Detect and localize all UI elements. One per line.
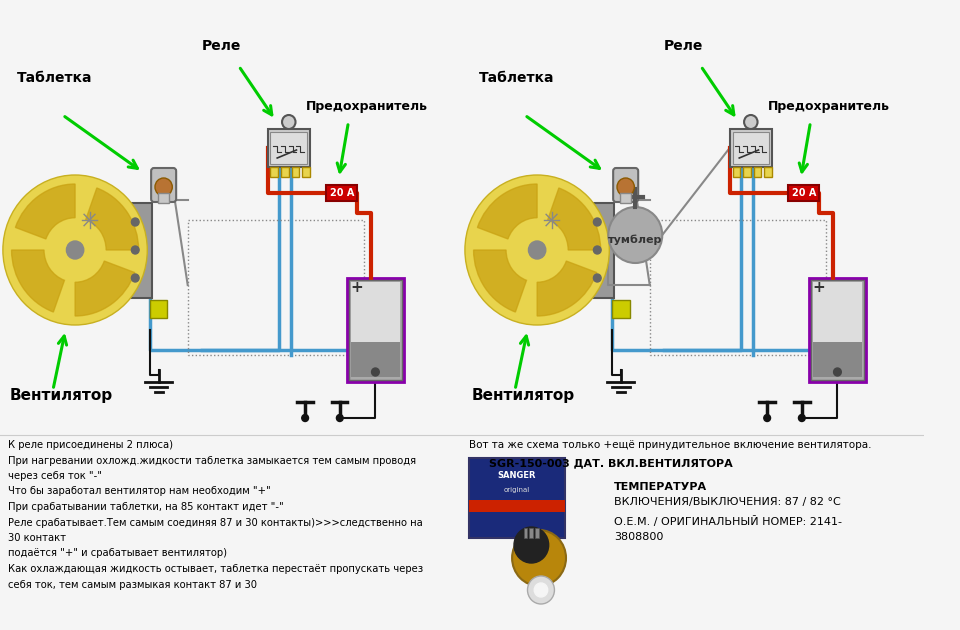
FancyBboxPatch shape	[281, 167, 289, 177]
Circle shape	[593, 218, 601, 226]
FancyBboxPatch shape	[613, 168, 638, 202]
Text: себя ток, тем самым размыкая контакт 87 и 30: себя ток, тем самым размыкая контакт 87 …	[8, 580, 256, 590]
Wedge shape	[477, 184, 537, 239]
Circle shape	[514, 527, 549, 563]
Text: Что бы заработал вентилятор нам необходим "+": Что бы заработал вентилятор нам необходи…	[8, 486, 271, 496]
FancyBboxPatch shape	[809, 278, 866, 382]
FancyBboxPatch shape	[150, 300, 167, 318]
Circle shape	[534, 583, 548, 597]
FancyBboxPatch shape	[151, 168, 176, 202]
Circle shape	[132, 274, 139, 282]
Circle shape	[527, 576, 555, 604]
FancyBboxPatch shape	[612, 300, 630, 318]
Text: К реле присоединены 2 плюса): К реле присоединены 2 плюса)	[8, 440, 173, 450]
FancyBboxPatch shape	[811, 280, 864, 380]
Text: 30 контакт: 30 контакт	[8, 533, 65, 543]
Text: Реле срабатывает.Тем самым соединяя 87 и 30 контакты)>>>следственно на: Реле срабатывает.Тем самым соединяя 87 и…	[8, 517, 422, 527]
FancyBboxPatch shape	[743, 167, 751, 177]
FancyBboxPatch shape	[535, 528, 540, 538]
Text: Таблетка: Таблетка	[17, 71, 93, 85]
FancyBboxPatch shape	[523, 528, 527, 538]
Text: Реле: Реле	[203, 39, 242, 53]
Text: тумблер: тумблер	[608, 235, 662, 245]
Text: 3808800: 3808800	[614, 532, 663, 542]
Text: При срабатывании таблетки, на 85 контакт идет "-": При срабатывании таблетки, на 85 контакт…	[8, 502, 283, 512]
Circle shape	[528, 241, 546, 259]
Circle shape	[744, 115, 757, 129]
FancyBboxPatch shape	[326, 185, 357, 201]
Circle shape	[155, 178, 172, 196]
Text: +: +	[350, 280, 363, 295]
Wedge shape	[85, 188, 138, 250]
Text: Вентилятор: Вентилятор	[10, 388, 112, 403]
Text: О.Е.М. / ОРИГИНАЛЬНЫЙ НОМЕР: 2141-: О.Е.М. / ОРИГИНАЛЬНЫЙ НОМЕР: 2141-	[614, 516, 842, 527]
Circle shape	[465, 175, 610, 325]
FancyBboxPatch shape	[813, 342, 862, 377]
FancyBboxPatch shape	[292, 167, 300, 177]
FancyBboxPatch shape	[813, 282, 862, 342]
Text: подаётся "+" и срабатывает вентилятор): подаётся "+" и срабатывает вентилятор)	[8, 549, 227, 559]
Text: 20 А: 20 А	[792, 188, 816, 198]
FancyBboxPatch shape	[271, 132, 307, 164]
FancyBboxPatch shape	[732, 167, 740, 177]
Circle shape	[66, 241, 84, 259]
Wedge shape	[473, 250, 526, 312]
FancyBboxPatch shape	[157, 193, 169, 203]
Circle shape	[132, 246, 139, 254]
FancyBboxPatch shape	[348, 280, 402, 380]
Text: +: +	[812, 280, 825, 295]
FancyBboxPatch shape	[118, 202, 152, 297]
FancyBboxPatch shape	[302, 167, 310, 177]
FancyBboxPatch shape	[350, 342, 400, 377]
FancyBboxPatch shape	[350, 282, 400, 342]
FancyBboxPatch shape	[468, 458, 565, 538]
Circle shape	[799, 415, 805, 421]
Circle shape	[132, 218, 139, 226]
Circle shape	[593, 246, 601, 254]
Text: original: original	[504, 487, 530, 493]
Circle shape	[282, 115, 296, 129]
FancyBboxPatch shape	[754, 167, 761, 177]
Text: Реле: Реле	[664, 39, 704, 53]
Text: Вентилятор: Вентилятор	[471, 388, 575, 403]
FancyBboxPatch shape	[529, 528, 533, 538]
Wedge shape	[537, 261, 597, 316]
Circle shape	[833, 368, 841, 376]
Circle shape	[512, 530, 566, 586]
Text: через себя ток "-": через себя ток "-"	[8, 471, 102, 481]
Text: Как охлаждающая жидкость остывает, таблетка перестаёт пропускать через: Как охлаждающая жидкость остывает, табле…	[8, 564, 422, 574]
Circle shape	[593, 274, 601, 282]
Circle shape	[617, 178, 635, 196]
Circle shape	[301, 415, 308, 421]
FancyBboxPatch shape	[347, 278, 404, 382]
Circle shape	[336, 415, 343, 421]
Text: Таблетка: Таблетка	[479, 71, 555, 85]
Text: SGR-150-003 ДАТ. ВКЛ.ВЕНТИЛЯТОРА: SGR-150-003 ДАТ. ВКЛ.ВЕНТИЛЯТОРА	[490, 458, 733, 468]
FancyBboxPatch shape	[764, 167, 772, 177]
FancyBboxPatch shape	[788, 185, 819, 201]
Circle shape	[609, 207, 662, 263]
Wedge shape	[15, 184, 75, 239]
Text: SANGER: SANGER	[497, 471, 536, 479]
Wedge shape	[75, 261, 134, 316]
Circle shape	[3, 175, 147, 325]
Wedge shape	[548, 188, 601, 250]
FancyBboxPatch shape	[581, 202, 614, 297]
FancyBboxPatch shape	[730, 129, 772, 167]
Text: ТЕМПЕРАТУРА: ТЕМПЕРАТУРА	[614, 482, 708, 492]
Text: При нагревании охложд.жидкости таблетка замыкается тем самым проводя: При нагревании охложд.жидкости таблетка …	[8, 455, 416, 466]
Circle shape	[372, 368, 379, 376]
FancyBboxPatch shape	[468, 500, 565, 512]
Text: 20 А: 20 А	[329, 188, 354, 198]
Text: ВКЛЮЧЕНИЯ/ВЫКЛЮЧЕНИЯ: 87 / 82 °C: ВКЛЮЧЕНИЯ/ВЫКЛЮЧЕНИЯ: 87 / 82 °C	[614, 497, 841, 507]
FancyBboxPatch shape	[268, 129, 310, 167]
Text: Предохранитель: Предохранитель	[306, 100, 428, 113]
Wedge shape	[12, 250, 64, 312]
FancyBboxPatch shape	[271, 167, 278, 177]
Text: Вот та же схема только +ещё принудительное включение вентилятора.: Вот та же схема только +ещё принудительн…	[468, 440, 872, 450]
Circle shape	[764, 415, 771, 421]
Text: Предохранитель: Предохранитель	[768, 100, 890, 113]
FancyBboxPatch shape	[620, 193, 632, 203]
FancyBboxPatch shape	[732, 132, 769, 164]
